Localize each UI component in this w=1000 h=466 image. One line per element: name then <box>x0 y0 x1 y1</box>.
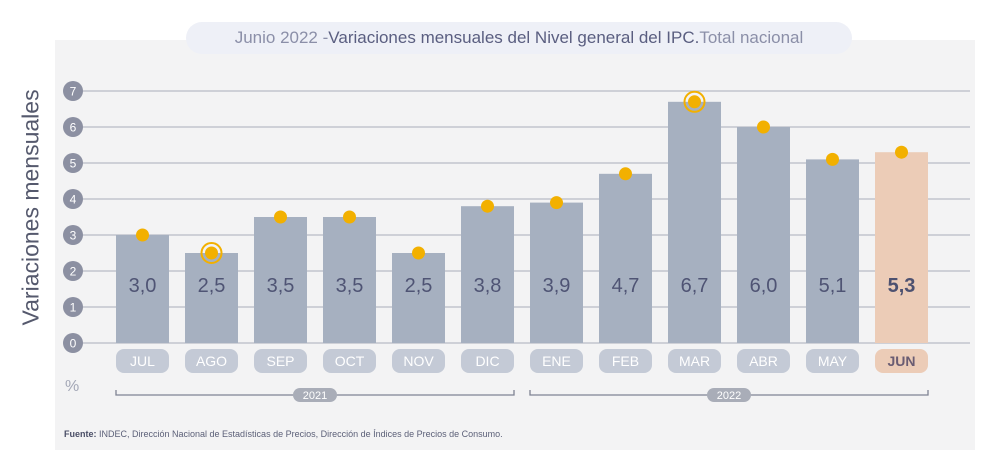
month-pill <box>254 349 307 373</box>
month-label: ABR <box>749 353 778 369</box>
bar <box>392 253 445 343</box>
bar <box>323 217 376 343</box>
y-tick-circle <box>63 117 83 137</box>
value-marker <box>757 120 770 134</box>
bar <box>668 101 721 343</box>
value-marker <box>550 196 563 210</box>
source-note: Fuente: INDEC, Dirección Nacional de Est… <box>64 429 503 439</box>
y-tick-label: 6 <box>70 121 77 135</box>
value-marker <box>205 246 218 260</box>
value-marker <box>136 228 149 242</box>
month-label: JUL <box>130 353 155 369</box>
month-pill <box>668 349 721 373</box>
bar-value-label: 2,5 <box>198 275 226 297</box>
y-tick-circle <box>63 189 83 209</box>
bar-value-label: 3,5 <box>336 275 364 297</box>
value-marker <box>688 95 701 109</box>
month-pill <box>392 349 445 373</box>
marker-ring <box>200 242 223 264</box>
value-marker <box>343 210 356 224</box>
y-tick-label: 7 <box>70 85 77 99</box>
month-pill <box>806 349 859 373</box>
source-text: INDEC, Dirección Nacional de Estadística… <box>96 429 503 439</box>
year-pill <box>293 388 337 402</box>
bar <box>461 206 514 343</box>
month-label: MAR <box>679 353 710 369</box>
month-label: MAY <box>818 353 848 369</box>
month-pill <box>737 349 790 373</box>
title-prefix: Junio 2022 - <box>234 28 329 47</box>
month-pill <box>323 349 376 373</box>
month-pill <box>530 349 583 373</box>
bar-value-label: 6,7 <box>681 275 709 297</box>
value-marker <box>895 145 908 159</box>
month-label: OCT <box>335 353 365 369</box>
month-label: ENE <box>542 353 571 369</box>
month-pill <box>875 349 928 373</box>
month-label: FEB <box>612 353 639 369</box>
bar-value-label: 3,9 <box>543 275 571 297</box>
bar-value-label: 5,3 <box>888 275 916 297</box>
value-marker <box>412 246 425 260</box>
value-marker <box>274 210 287 224</box>
y-tick-label: 4 <box>70 193 77 207</box>
y-tick-label: 3 <box>70 229 77 243</box>
bar-value-label: 6,0 <box>750 275 778 297</box>
month-label: JUN <box>887 353 915 369</box>
bar-value-label: 4,7 <box>612 275 640 297</box>
marker-ring <box>683 90 706 113</box>
y-tick-circle <box>63 153 83 173</box>
month-label: AGO <box>196 353 227 369</box>
year-label: 2022 <box>717 390 741 402</box>
chart-title: Junio 2022 - Variaciones mensuales del N… <box>186 22 852 54</box>
bar-value-label: 2,5 <box>405 275 433 297</box>
y-tick-circle <box>63 81 83 101</box>
value-marker <box>481 199 494 213</box>
bar <box>806 159 859 343</box>
month-pill <box>599 349 652 373</box>
bar <box>116 235 169 343</box>
bar-value-label: 5,1 <box>819 275 847 297</box>
y-tick-label: 1 <box>70 301 77 315</box>
value-marker <box>826 152 839 166</box>
y-tick-label: 5 <box>70 157 77 171</box>
unit-label: % <box>65 378 80 395</box>
year-label: 2021 <box>303 390 327 402</box>
y-tick-circle <box>63 297 83 317</box>
month-label: SEP <box>266 353 294 369</box>
y-tick-circle <box>63 261 83 281</box>
source-label: Fuente: <box>64 429 97 439</box>
year-pill <box>707 388 751 402</box>
month-pill <box>116 349 169 373</box>
y-tick-label: 0 <box>70 337 77 351</box>
month-label: DIC <box>475 353 499 369</box>
month-pill <box>461 349 514 373</box>
value-marker <box>619 167 632 181</box>
bar-value-label: 3,8 <box>474 275 502 297</box>
bar <box>530 202 583 343</box>
bar <box>254 217 307 343</box>
y-tick-circle <box>63 333 83 353</box>
month-label: NOV <box>403 353 434 369</box>
title-main: Variaciones mensuales del Nivel general … <box>328 28 700 47</box>
title-suffix: Total nacional <box>699 28 804 47</box>
bar <box>875 152 928 343</box>
y-tick-label: 2 <box>70 265 77 279</box>
bar-value-label: 3,0 <box>129 275 157 297</box>
y-tick-circle <box>63 225 83 245</box>
bar <box>599 173 652 343</box>
bar-value-label: 3,5 <box>267 275 295 297</box>
bar <box>737 127 790 343</box>
month-pill <box>185 349 238 373</box>
bar <box>185 253 238 343</box>
